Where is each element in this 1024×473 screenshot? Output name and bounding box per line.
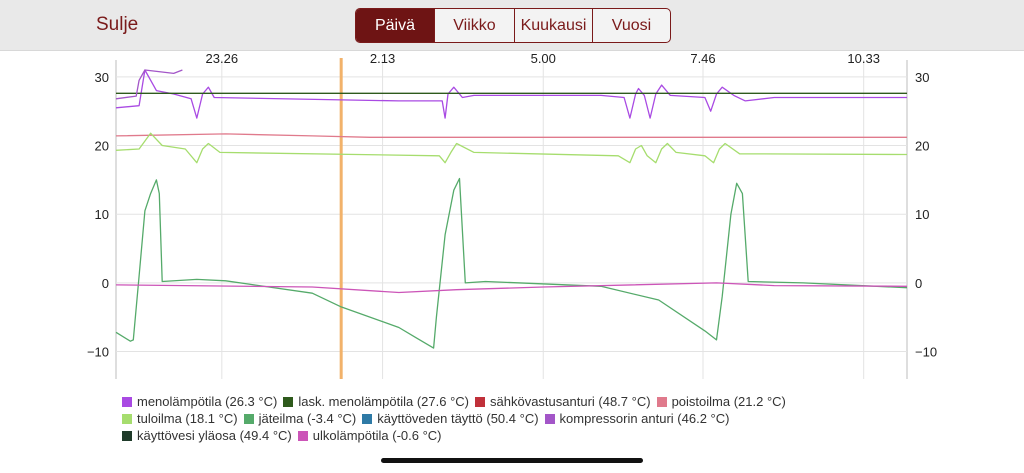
legend-swatch: [283, 396, 294, 407]
legend-item[interactable]: kompressorin anturi (46.2 °C): [544, 411, 730, 426]
legend-label: käyttövesi yläosa (49.4 °C): [137, 428, 292, 443]
y-tick-label-left: 10: [95, 207, 109, 222]
tab-year[interactable]: Vuosi: [592, 9, 670, 42]
series-line-7: [115, 69, 183, 100]
legend-label: menolämpötila (26.3 °C): [137, 394, 278, 409]
y-tick-label-right: 10: [915, 207, 929, 222]
legend-row: käyttövesi yläosa (49.4 °C) ulkolämpötila…: [122, 427, 792, 444]
legend-item[interactable]: menolämpötila (26.3 °C): [122, 394, 277, 409]
legend-label: käyttöveden täyttö (50.4 °C): [377, 411, 539, 426]
y-tick-label-left: −10: [87, 345, 109, 360]
legend-swatch: [475, 396, 485, 407]
series-line-9: [115, 282, 908, 294]
legend-swatch: [656, 396, 667, 407]
y-tick-label-left: 0: [102, 276, 109, 291]
tab-week[interactable]: Viikko: [434, 9, 514, 42]
period-selector: Päivä Viikko Kuukausi Vuosi: [355, 8, 671, 43]
legend-item[interactable]: ulkolämpötila (-0.6 °C): [297, 428, 442, 443]
series-line-3: [115, 133, 907, 138]
y-tick-label-left: 30: [95, 70, 109, 85]
tab-day[interactable]: Päivä: [356, 9, 434, 42]
series-line-0: [115, 69, 907, 119]
y-tick-label-right: 0: [915, 276, 922, 291]
tab-month[interactable]: Kuukausi: [514, 9, 592, 42]
legend-item[interactable]: tuloilma (18.1 °C): [122, 411, 238, 426]
temperature-chart: 30 30 20 20 10 10 0 0 −10 −10 23.26 2.13 5.00 7.46 10.…: [87, 51, 937, 379]
legend-label: tuloilma (18.1 °C): [137, 411, 238, 426]
legend-swatch: [362, 413, 373, 424]
legend-swatch: [243, 413, 254, 424]
legend-swatch: [544, 413, 555, 424]
legend-swatch: [122, 396, 132, 407]
home-indicator: [381, 458, 643, 463]
y-tick-label-right: 20: [915, 139, 929, 154]
legend-item[interactable]: poistoilma (21.2 °C): [656, 394, 786, 409]
legend-item[interactable]: käyttöveden täyttö (50.4 °C): [362, 411, 539, 426]
legend-item[interactable]: käyttövesi yläosa (49.4 °C): [122, 428, 292, 443]
legend-label: lask. menolämpötila (27.6 °C): [298, 394, 469, 409]
legend-label: sähkövastusanturi (48.7 °C): [490, 394, 651, 409]
x-tick-label: 5.00: [531, 51, 556, 66]
close-button[interactable]: Sulje: [96, 14, 139, 35]
series-line-4: [115, 132, 908, 164]
x-tick-label: 7.46: [690, 51, 715, 66]
legend-item[interactable]: jäteilma (-3.4 °C): [243, 411, 357, 426]
y-tick-label-right: 30: [915, 70, 929, 85]
x-tick-label: 2.13: [370, 51, 395, 66]
legend-item[interactable]: sähkövastusanturi (48.7 °C): [475, 394, 651, 409]
legend-swatch: [122, 430, 132, 441]
legend-label: kompressorin anturi (46.2 °C): [559, 411, 730, 426]
chart-legend: menolämpötila (26.3 °C) lask. menolämpöti…: [122, 393, 792, 444]
legend-swatch: [122, 413, 132, 424]
series-line-5: [115, 177, 908, 349]
legend-label: jäteilma (-3.4 °C): [258, 411, 357, 426]
y-tick-label-right: −10: [915, 345, 937, 360]
legend-item[interactable]: lask. menolämpötila (27.6 °C): [283, 394, 469, 409]
legend-swatch: [297, 430, 308, 441]
y-tick-label-left: 20: [95, 139, 109, 154]
legend-row: tuloilma (18.1 °C) jäteilma (-3.4 °C) käyt…: [122, 410, 792, 427]
x-tick-label: 10.33: [847, 51, 880, 66]
legend-label: ulkolämpötila (-0.6 °C): [312, 428, 442, 443]
legend-label: poistoilma (21.2 °C): [671, 394, 786, 409]
x-tick-label: 23.26: [206, 51, 239, 66]
top-bar: Sulje Päivä Viikko Kuukausi Vuosi: [0, 0, 1024, 51]
legend-row: menolämpötila (26.3 °C) lask. menolämpöti…: [122, 393, 792, 410]
